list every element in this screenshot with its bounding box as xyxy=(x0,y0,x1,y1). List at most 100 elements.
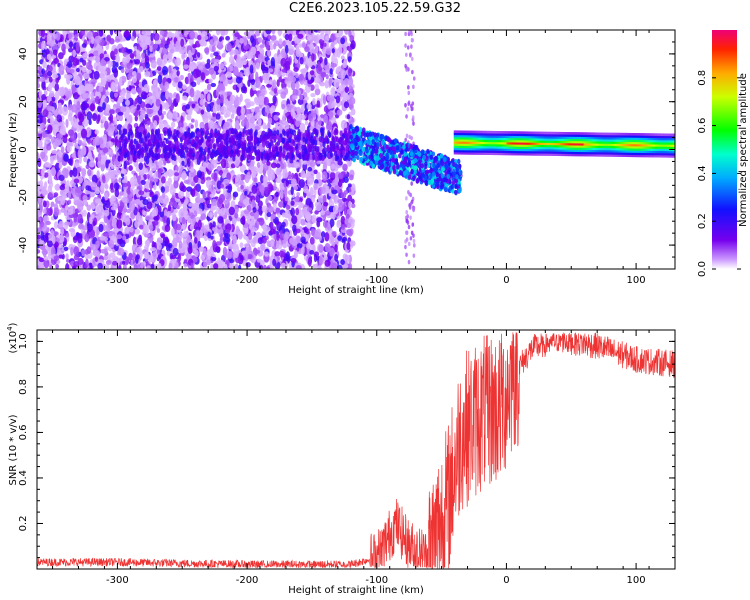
heat-cell xyxy=(44,136,51,145)
heat-cell xyxy=(88,119,92,126)
heat-cell xyxy=(267,34,272,40)
heat-cell xyxy=(256,161,261,169)
heat-cell xyxy=(290,186,294,196)
heat-cell xyxy=(65,263,70,269)
heat-cell xyxy=(204,224,209,230)
heat-cell xyxy=(286,103,291,112)
heat-cell xyxy=(311,214,317,224)
heat-cell xyxy=(247,79,251,87)
heat-cell xyxy=(249,64,254,74)
heat-cell xyxy=(181,112,187,117)
heat-cell xyxy=(265,40,270,51)
heat-cell xyxy=(84,233,90,243)
heat-cell xyxy=(245,261,251,268)
heat-cell xyxy=(136,87,142,93)
heat-cell xyxy=(157,74,163,85)
heat-cell xyxy=(263,251,269,257)
heat-cell xyxy=(93,70,100,80)
heat-cell xyxy=(209,39,214,46)
heat-cell xyxy=(168,64,172,75)
spectrogram-heatmap xyxy=(37,30,675,269)
heat-cell xyxy=(261,230,267,237)
heat-cell xyxy=(217,262,224,269)
heat-cell xyxy=(276,232,280,241)
heat-cell xyxy=(266,212,272,218)
heat-cell xyxy=(68,228,75,233)
heat-cell xyxy=(265,72,270,80)
heat-cell xyxy=(91,112,98,122)
heat-cell xyxy=(270,35,277,41)
heat-cell xyxy=(234,263,239,269)
heat-cell xyxy=(209,193,215,198)
heat-cell xyxy=(68,158,73,166)
heat-cell xyxy=(109,182,114,190)
heat-cell xyxy=(153,219,159,226)
heat-cell xyxy=(327,102,332,110)
heat-cell xyxy=(220,105,227,114)
heat-cell xyxy=(97,114,101,122)
heat-cell xyxy=(171,213,177,222)
heat-cell xyxy=(186,113,192,121)
heat-cell xyxy=(104,97,109,103)
heat-cell xyxy=(132,236,137,247)
heat-cell xyxy=(257,53,264,63)
heat-cell xyxy=(295,114,302,121)
heat-cell xyxy=(205,197,210,206)
heat-cell xyxy=(252,237,257,244)
heat-cell xyxy=(295,207,300,216)
heat-cell xyxy=(109,109,115,115)
heat-cell xyxy=(309,236,315,245)
heat-cell xyxy=(41,131,47,139)
heat-cell xyxy=(85,185,90,191)
heat-cell xyxy=(190,124,194,129)
heat-cell xyxy=(240,184,244,190)
heat-cell xyxy=(262,72,267,78)
heat-cell xyxy=(207,212,214,218)
heat-cell xyxy=(284,79,288,84)
heat-cell xyxy=(57,102,62,107)
heat-cell xyxy=(251,184,258,194)
heat-cell xyxy=(253,177,257,183)
heat-cell xyxy=(279,186,285,191)
heat-cell xyxy=(208,44,213,51)
heat-cell xyxy=(343,101,350,109)
heat-cell xyxy=(130,259,134,266)
heat-cell xyxy=(96,170,100,179)
heat-cell xyxy=(258,184,265,193)
heat-cell xyxy=(167,111,172,118)
heat-cell xyxy=(55,263,59,269)
heat-cell xyxy=(241,119,246,127)
heat-cell xyxy=(208,67,215,75)
heat-cell xyxy=(299,56,304,65)
heat-cell xyxy=(335,95,341,104)
heat-cell xyxy=(317,120,322,125)
heat-cell xyxy=(72,57,79,67)
heat-cell xyxy=(185,189,190,200)
heat-cell xyxy=(301,104,306,112)
heat-cell xyxy=(307,166,313,172)
heat-cell xyxy=(182,84,187,90)
heat-cell xyxy=(299,123,306,132)
heat-cell xyxy=(342,163,348,172)
heat-cell xyxy=(310,228,315,236)
heat-cell xyxy=(348,174,354,181)
heat-cell xyxy=(58,64,65,75)
heat-cell xyxy=(58,52,64,60)
heat-cell xyxy=(295,81,300,90)
heat-cell xyxy=(38,129,42,134)
heat-cell xyxy=(343,58,348,64)
heat-cell xyxy=(66,258,70,263)
heat-cell xyxy=(115,54,120,64)
heat-cell xyxy=(213,172,218,182)
heat-cell xyxy=(191,188,196,198)
heat-cell xyxy=(300,68,307,74)
heat-cell xyxy=(141,42,148,50)
heat-cell xyxy=(284,196,289,202)
heat-cell xyxy=(230,113,235,120)
heat-cell xyxy=(73,246,80,256)
heat-cell xyxy=(266,240,271,247)
heat-cell xyxy=(175,57,181,67)
heat-cell xyxy=(228,206,236,216)
heat-cell xyxy=(162,53,168,61)
